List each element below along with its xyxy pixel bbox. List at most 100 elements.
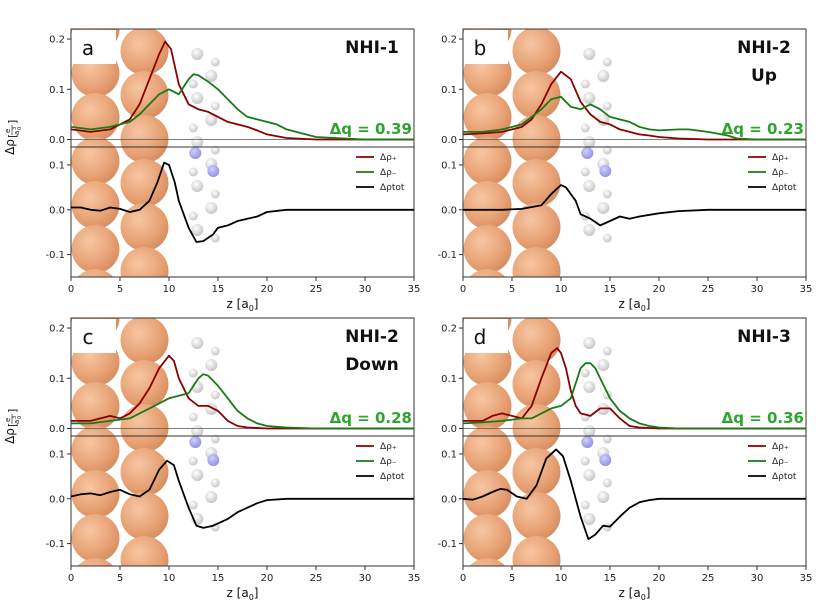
molecule-atom xyxy=(189,168,198,177)
x-tick-label: 0 xyxy=(68,573,74,584)
y-tick-label: -0.1 xyxy=(437,539,457,550)
legend-label: Δρtot xyxy=(380,472,405,482)
y-unit-bracket-open: [ xyxy=(6,423,19,427)
molecule-nitrogen xyxy=(581,147,593,159)
legend-label: Δρ₊ xyxy=(380,153,397,163)
copper-atom xyxy=(464,0,512,9)
copper-atom xyxy=(121,360,169,408)
y-tick-label: -0.1 xyxy=(437,250,457,261)
delta-q-label: Δq = 0.28 xyxy=(330,409,412,427)
molecule-atom xyxy=(205,491,217,503)
copper-atom xyxy=(513,27,561,75)
y-tick-label: 0.1 xyxy=(441,449,457,460)
panel-frame xyxy=(463,318,806,566)
y-unit-numerator: e xyxy=(4,129,12,133)
molecule-nitrogen xyxy=(581,436,593,448)
y-tick-label: 0.0 xyxy=(441,205,457,216)
molecule-atom xyxy=(205,359,217,371)
copper-atom xyxy=(513,360,561,408)
molecule-nitrogen xyxy=(599,165,611,177)
copper-atom xyxy=(513,272,561,320)
molecule-atom xyxy=(583,48,595,60)
x-tick-label: 20 xyxy=(261,573,274,584)
copper-atom xyxy=(121,536,169,584)
y-tick-label: 0.1 xyxy=(49,160,65,171)
x-tick-label: 30 xyxy=(751,573,764,584)
x-axis-label-a: z [a0] xyxy=(227,297,259,313)
x-axis-label-d: z [a0] xyxy=(619,586,651,602)
x-tick-label: 0 xyxy=(68,284,74,295)
legend-label: Δρ₊ xyxy=(772,153,789,163)
copper-atom xyxy=(121,71,169,119)
copper-atom xyxy=(513,247,561,295)
molecule-nitrogen xyxy=(189,147,201,159)
molecule-atom xyxy=(189,124,198,133)
x-tick-label: 5 xyxy=(117,573,123,584)
y-tick-label: 0.0 xyxy=(49,135,65,146)
copper-atom xyxy=(121,580,169,614)
y-tick-label: 0.2 xyxy=(441,324,457,335)
y-tick-label: -0.1 xyxy=(45,539,65,550)
copper-atom xyxy=(513,404,561,452)
copper-atom xyxy=(513,0,561,31)
molecule-atom xyxy=(211,391,220,400)
panel-title: Up xyxy=(751,66,777,86)
molecule-atom xyxy=(191,48,203,60)
panel-a: 0 5 10 15 20 25 30 350.20.10.00.10.0-0.1a NHI-1Δ… xyxy=(45,0,420,339)
copper-atom xyxy=(121,492,169,540)
x-label-end: ] xyxy=(254,297,259,311)
panel-title: NHI-2 xyxy=(737,38,791,58)
legend-label: Δρ₋ xyxy=(772,168,789,178)
molecule-atom xyxy=(603,190,612,199)
copper-atom xyxy=(72,0,120,9)
molecule-atom xyxy=(583,337,595,349)
molecule-atom xyxy=(211,102,220,111)
panel-b: 0 5 10 15 20 25 30 350.20.10.00.10.0-0.1b NHI-2U… xyxy=(437,0,812,339)
copper-atom xyxy=(464,181,512,229)
copper-atom xyxy=(513,536,561,584)
y-tick-label: 0.1 xyxy=(441,374,457,385)
y-unit-bracket-open: [ xyxy=(6,134,19,138)
molecule-atom xyxy=(603,479,612,488)
x-tick-label: 35 xyxy=(800,284,813,295)
x-label-main: z [a xyxy=(227,586,249,600)
x-tick-label: 20 xyxy=(653,284,666,295)
x-axis-label-c: z [a0] xyxy=(227,586,259,602)
y-tick-label: 0.1 xyxy=(49,374,65,385)
y-tick-label: 0.0 xyxy=(49,424,65,435)
x-label-end: ] xyxy=(646,586,651,600)
copper-atom xyxy=(513,448,561,496)
copper-atom xyxy=(72,225,120,273)
x-tick-label: 30 xyxy=(359,573,372,584)
delta-q-label: Δq = 0.39 xyxy=(330,120,412,138)
panel-title: NHI-2 xyxy=(345,327,399,347)
x-tick-label: 15 xyxy=(212,284,225,295)
x-tick-label: 35 xyxy=(408,573,421,584)
molecule-atom xyxy=(189,80,198,89)
copper-atom xyxy=(464,269,512,317)
y-tick-label: 0.1 xyxy=(441,85,457,96)
legend: Δρ₊Δρ₋Δρtot xyxy=(356,153,405,193)
y-tick-label: 0.1 xyxy=(49,85,65,96)
legend-label: Δρ₋ xyxy=(380,168,397,178)
molecule xyxy=(189,48,220,243)
panel-title: NHI-3 xyxy=(737,327,791,347)
y-tick-label: 0.2 xyxy=(49,35,65,46)
copper-atom xyxy=(513,316,561,364)
molecule-atom xyxy=(597,491,609,503)
molecule-atom xyxy=(189,369,198,378)
copper-atom xyxy=(464,558,512,606)
copper-atom xyxy=(513,492,561,540)
x-tick-label: 25 xyxy=(702,573,715,584)
copper-atom xyxy=(464,514,512,562)
molecule-atom xyxy=(191,469,203,481)
legend: Δρ₊Δρ₋Δρtot xyxy=(748,153,797,193)
copper-atom xyxy=(464,137,512,185)
molecule-atom xyxy=(189,413,198,422)
molecule-atom xyxy=(597,70,609,82)
molecule-atom xyxy=(603,347,612,356)
molecule-atom xyxy=(191,337,203,349)
x-tick-label: 10 xyxy=(163,573,176,584)
copper-atom xyxy=(513,203,561,251)
copper-atom xyxy=(513,580,561,614)
